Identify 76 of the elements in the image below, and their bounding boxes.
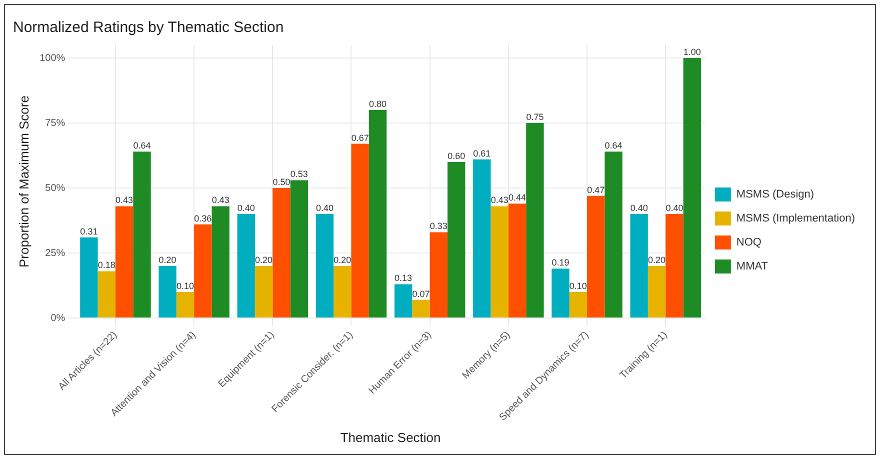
bar — [368, 110, 387, 318]
bar — [98, 271, 116, 318]
data-label: 0.60 — [448, 151, 466, 161]
y-tick-label: 75% — [45, 118, 66, 129]
data-label: 0.40 — [237, 203, 255, 214]
bar — [394, 284, 412, 318]
bar — [158, 266, 176, 318]
bar — [133, 152, 151, 318]
bar — [473, 159, 491, 318]
bar — [587, 196, 605, 318]
bar — [666, 214, 684, 318]
y-axis-title: Proportion of Maximum Score — [16, 96, 32, 268]
chart-title: Normalized Ratings by Thematic Section — [13, 19, 284, 36]
bar — [290, 180, 308, 318]
x-axis-title: Thematic Section — [340, 430, 441, 445]
data-label: 0.20 — [334, 255, 352, 266]
data-label: 0.43 — [116, 195, 134, 206]
bar — [569, 292, 588, 318]
y-tick-label: 100% — [40, 52, 66, 64]
data-label: 0.20 — [158, 255, 176, 266]
data-label: 0.33 — [430, 221, 448, 232]
data-label: 0.40 — [316, 203, 334, 214]
bar — [115, 206, 134, 318]
bar — [604, 152, 622, 318]
data-label: 0.61 — [473, 148, 491, 158]
data-label: 0.64 — [133, 140, 151, 151]
legend-label: MSMS (Design) — [736, 188, 814, 201]
data-label: 0.43 — [490, 195, 508, 206]
data-label: 0.10 — [176, 281, 194, 292]
y-tick-label: 0% — [50, 312, 66, 324]
data-label: 0.07 — [412, 288, 430, 299]
data-label: 0.53 — [290, 169, 308, 180]
data-label: 0.64 — [604, 140, 622, 151]
data-label: 0.31 — [80, 226, 98, 236]
bar — [351, 144, 369, 318]
bar — [526, 123, 544, 318]
bar — [194, 224, 212, 318]
data-label: 0.19 — [552, 258, 570, 268]
bar — [683, 58, 701, 318]
bar — [630, 214, 648, 318]
data-label: 0.13 — [394, 273, 412, 284]
bar — [334, 266, 352, 318]
y-tick-label: 50% — [45, 182, 66, 194]
bar — [552, 268, 570, 318]
bar — [254, 266, 273, 318]
data-label: 0.10 — [569, 281, 587, 292]
data-label: 0.18 — [98, 260, 116, 270]
bar — [272, 188, 290, 318]
data-label: 0.40 — [666, 203, 684, 214]
legend-label: MMAT — [736, 260, 768, 273]
legend-label: MSMS (Implementation) — [736, 212, 856, 225]
data-label: 0.43 — [212, 195, 230, 206]
bar — [212, 206, 230, 318]
data-label: 0.20 — [648, 255, 666, 266]
bar — [237, 214, 255, 318]
data-label: 1.00 — [683, 46, 701, 57]
data-label: 0.67 — [351, 132, 369, 143]
legend-label: NOQ — [736, 236, 762, 249]
bar — [430, 232, 448, 318]
data-label: 0.36 — [194, 213, 212, 224]
bar — [648, 266, 666, 318]
bar — [316, 214, 334, 318]
bar — [176, 292, 194, 318]
bar — [508, 204, 526, 318]
data-label: 0.20 — [255, 255, 273, 266]
bar — [448, 162, 466, 318]
data-label: 0.40 — [630, 203, 648, 214]
data-label: 0.44 — [508, 192, 526, 203]
data-label: 0.47 — [587, 184, 605, 195]
y-tick-label: 25% — [45, 248, 66, 259]
bar — [412, 300, 430, 318]
data-label: 0.80 — [369, 98, 387, 109]
data-label: 0.50 — [272, 177, 290, 187]
bar — [80, 237, 98, 318]
data-label: 0.75 — [526, 112, 544, 122]
bar — [490, 206, 508, 318]
